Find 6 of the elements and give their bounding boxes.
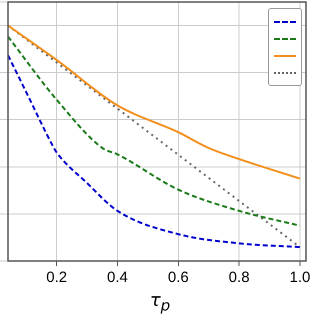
x-tick-label: 1.0 bbox=[289, 269, 310, 286]
x-tick-label: 0.8 bbox=[228, 269, 250, 286]
x-tick-label: 0.6 bbox=[168, 269, 189, 286]
x-axis-title: τ$_{p}$ bbox=[148, 290, 172, 315]
x-tick-label: 0.2 bbox=[46, 269, 68, 286]
x-tick-label: 0.4 bbox=[107, 269, 128, 286]
